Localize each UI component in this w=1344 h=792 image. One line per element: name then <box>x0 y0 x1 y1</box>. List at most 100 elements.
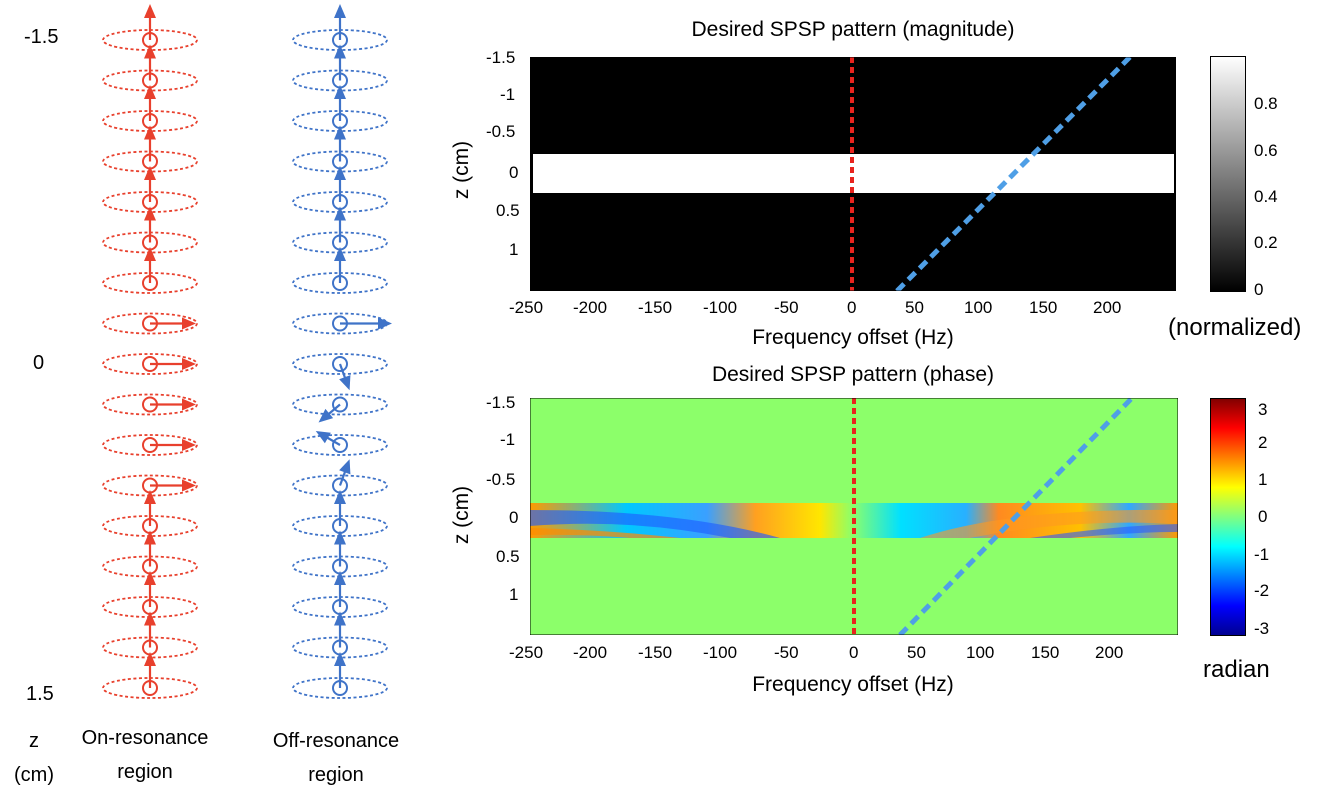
y-tick: -1 <box>500 85 516 104</box>
spin-origin-circle <box>332 356 348 372</box>
spin-diagram <box>102 4 392 699</box>
colorbar-tick: 0.8 <box>1254 94 1278 113</box>
spin-arrow-head <box>334 4 346 18</box>
y-tick: 0 <box>509 508 519 527</box>
colorbar-tick: -3 <box>1254 619 1270 638</box>
spin-arrow-head <box>182 358 196 370</box>
spin <box>292 652 388 699</box>
spin-precession-ellipse <box>292 393 388 416</box>
spin-precession-ellipse <box>102 434 198 456</box>
spin <box>292 431 388 456</box>
spin-arrow-head <box>182 317 196 330</box>
x-tick: -250 <box>509 643 544 662</box>
colorbar-tick: 0 <box>1254 280 1264 299</box>
spin <box>102 490 198 537</box>
spin-arrow-head <box>144 530 156 545</box>
spin <box>292 125 388 173</box>
x-tick: 100 <box>966 643 995 662</box>
x-tick: -100 <box>703 298 738 317</box>
phase-xlabel: Frequency offset (Hz) <box>752 673 954 696</box>
off-resonance-label: Off-resonance region <box>252 724 420 792</box>
on-resonance-line1: On-resonance <box>81 727 209 749</box>
spin-precession-ellipse <box>102 312 198 335</box>
spin <box>102 247 198 294</box>
spin <box>292 206 388 254</box>
spin <box>292 85 388 132</box>
spin <box>292 247 388 294</box>
spin-arrow-head <box>182 439 196 451</box>
x-tick: 50 <box>907 643 926 662</box>
spin <box>102 4 198 51</box>
spin-arrow-head <box>378 317 392 330</box>
colorbar-tick: 0.2 <box>1254 233 1278 252</box>
phase-stripe-right <box>920 509 1178 538</box>
spin-precession-ellipse <box>102 393 198 416</box>
spin <box>102 166 198 213</box>
spin <box>102 434 198 456</box>
y-tick: -1 <box>500 430 516 449</box>
phase-stripe-left-2 <box>530 528 680 538</box>
y-tick: 0 <box>509 163 519 182</box>
spin-precession-ellipse <box>292 353 388 375</box>
off-resonance-line2: region <box>308 764 364 786</box>
z-tick-top: -1.5 <box>24 26 59 48</box>
spin <box>102 206 198 254</box>
x-tick: 200 <box>1095 643 1124 662</box>
phase-stripe-left <box>530 510 780 538</box>
spin-arrow-head <box>144 611 156 626</box>
magnitude-colorbar <box>1210 56 1246 292</box>
spin <box>292 4 388 51</box>
spin <box>102 85 198 132</box>
x-tick: -50 <box>774 643 799 662</box>
colorbar-tick: 0.6 <box>1254 141 1278 160</box>
spin-arrow-head <box>334 125 346 140</box>
colorbar-tick: 2 <box>1258 433 1268 452</box>
spin-arrow-head <box>339 375 351 391</box>
x-tick: 0 <box>847 298 857 317</box>
spin <box>292 571 388 618</box>
y-tick: -1.5 <box>486 48 516 67</box>
spin-arrow-head <box>334 206 346 221</box>
spin <box>102 353 198 375</box>
on-resonance-label: On-resonance region <box>65 721 225 789</box>
spin-arrow-head <box>144 125 156 140</box>
spin-arrow-head <box>334 611 346 626</box>
colorbar-tick: 1 <box>1258 470 1268 489</box>
spin <box>102 44 198 92</box>
off-resonance-line <box>895 57 1132 291</box>
spin-arrow-head <box>144 4 156 18</box>
spin <box>102 611 198 659</box>
spin <box>102 571 198 618</box>
x-tick: -100 <box>703 643 738 662</box>
y-tick: 0.5 <box>496 201 520 220</box>
spin-arrow-head <box>334 530 346 545</box>
phase-colorbar-unit: radian <box>1203 656 1270 683</box>
x-tick: 100 <box>964 298 993 317</box>
colorbar-tick: 0 <box>1258 507 1268 526</box>
x-tick: -50 <box>774 298 799 317</box>
spin-arrow-head <box>318 408 334 423</box>
y-tick: -1.5 <box>486 393 516 412</box>
x-tick: 150 <box>1029 298 1058 317</box>
z-label: z <box>29 730 39 752</box>
magnitude-ylabel: z (cm) <box>450 140 473 200</box>
y-tick: -0.5 <box>486 122 516 141</box>
spin-arrow-head <box>334 652 346 666</box>
spin <box>292 44 388 92</box>
spin-arrow-head <box>144 571 156 585</box>
y-tick: 1 <box>509 240 519 259</box>
spin-arrow-head <box>315 431 331 444</box>
spin-arrow-head <box>334 247 346 261</box>
spin <box>102 530 198 578</box>
spin-arrow-head <box>144 490 156 504</box>
y-tick: 1 <box>509 585 519 604</box>
x-tick: 150 <box>1031 643 1060 662</box>
x-tick: 50 <box>905 298 924 317</box>
spin-arrow-head <box>144 166 156 180</box>
off-resonance-line <box>898 398 1134 635</box>
spin <box>102 652 198 699</box>
x-tick: 0 <box>849 643 859 662</box>
colorbar-tick: 3 <box>1258 400 1268 419</box>
x-tick: 200 <box>1093 298 1122 317</box>
spin <box>292 353 388 391</box>
